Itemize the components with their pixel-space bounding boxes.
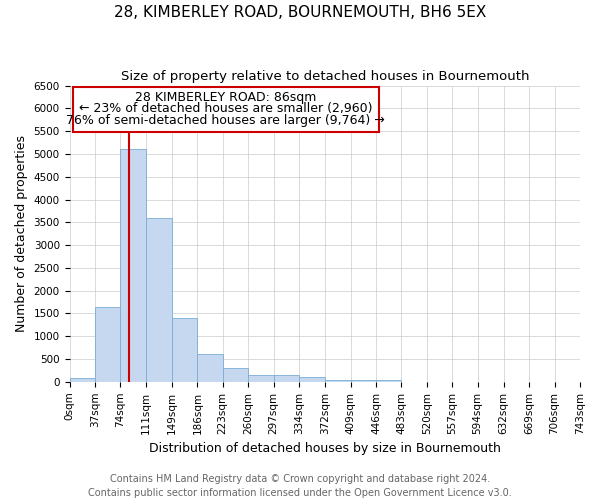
Title: Size of property relative to detached houses in Bournemouth: Size of property relative to detached ho… [121,70,529,83]
Bar [146,218,172,382]
Bar [248,374,274,382]
Bar [274,375,299,382]
Text: ← 23% of detached houses are smaller (2,960): ← 23% of detached houses are smaller (2,… [79,102,373,115]
Bar [299,378,325,382]
Bar [70,378,95,382]
Bar [350,380,376,382]
Bar [121,150,146,382]
X-axis label: Distribution of detached houses by size in Bournemouth: Distribution of detached houses by size … [149,442,501,455]
Bar [172,318,197,382]
Bar [197,354,223,382]
Text: Contains HM Land Registry data © Crown copyright and database right 2024.
Contai: Contains HM Land Registry data © Crown c… [88,474,512,498]
Y-axis label: Number of detached properties: Number of detached properties [15,135,28,332]
FancyBboxPatch shape [73,87,379,132]
Bar [325,380,350,382]
Bar [95,306,121,382]
Text: 76% of semi-detached houses are larger (9,764) →: 76% of semi-detached houses are larger (… [67,114,385,128]
Text: 28 KIMBERLEY ROAD: 86sqm: 28 KIMBERLEY ROAD: 86sqm [135,91,317,104]
Bar [223,368,248,382]
Text: 28, KIMBERLEY ROAD, BOURNEMOUTH, BH6 5EX: 28, KIMBERLEY ROAD, BOURNEMOUTH, BH6 5EX [114,5,486,20]
Bar [376,380,401,382]
